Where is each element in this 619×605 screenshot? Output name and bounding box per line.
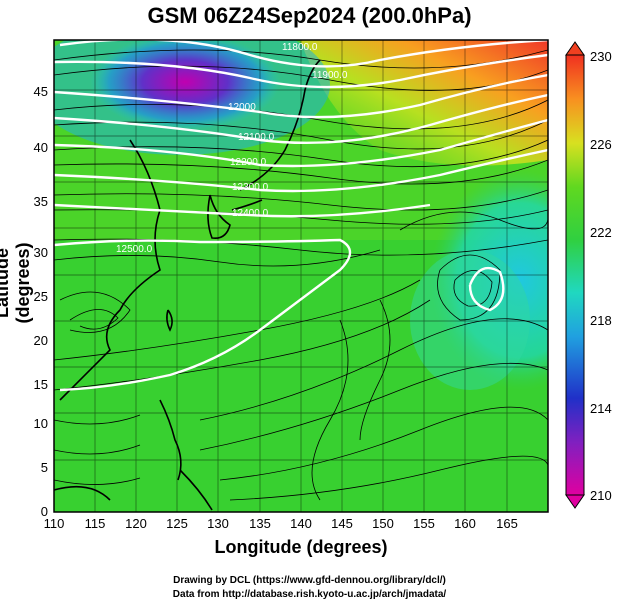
y-tick-label: 15 [34, 377, 48, 392]
plot-frame [53, 39, 549, 513]
grid-lines [54, 40, 548, 512]
x-tick-label: 145 [331, 516, 353, 531]
contour-label: 12500.0 [116, 244, 153, 255]
credit-data: Data from http://database.rish.kyoto-u.a… [172, 589, 447, 600]
x-tick-label: 130 [207, 516, 229, 531]
contour-label: 11800.0 [282, 42, 318, 53]
y-tick-label: 5 [41, 460, 48, 475]
y-tick-label: 20 [34, 333, 48, 348]
colorbar-label: 230 [590, 49, 612, 64]
contour-label: 12100.0 [238, 132, 275, 143]
colorbar-label: 222 [590, 225, 612, 240]
colorbar: 230 226 222 218 214 210 [565, 41, 612, 509]
y-tick-label: 30 [34, 245, 48, 260]
temperature-field [54, 40, 548, 512]
x-tick-label: 155 [413, 516, 435, 531]
x-axis-label: Longitude (degrees) [214, 537, 388, 557]
x-tick-label: 160 [454, 516, 476, 531]
x-tick-label: 165 [496, 516, 518, 531]
colorbar-label: 214 [590, 401, 612, 416]
y-tick-label: 35 [34, 194, 48, 209]
x-tick-label: 120 [125, 516, 147, 531]
colorbar-label: 218 [590, 313, 612, 328]
contour-label: 12200.0 [230, 157, 267, 168]
x-tick-label: 115 [85, 516, 106, 531]
height-contours [54, 40, 548, 392]
x-tick-label: 150 [372, 516, 394, 531]
y-axis-label: Latitude (degrees) [0, 242, 33, 324]
contour-labels: 11800.0 11900.0 12000 12100.0 12200.0 12… [116, 42, 348, 255]
x-tick-label: 140 [290, 516, 312, 531]
colorbar-scale [565, 54, 585, 496]
colorbar-label: 210 [590, 488, 612, 503]
colorbar-max-arrow [565, 41, 585, 56]
y-tick-label: 40 [34, 140, 48, 155]
x-tick-label: 125 [166, 516, 188, 531]
y-tick-label: 0 [41, 504, 48, 519]
credit-drawing: Drawing by DCL (https://www.gfd-dennou.o… [173, 575, 446, 586]
contour-label: 11900.0 [312, 70, 348, 81]
contour-label: 12400.0 [232, 208, 269, 219]
colorbar-label: 226 [590, 137, 612, 152]
x-axis: 110 115 120 125 130 135 140 145 150 155 … [44, 516, 518, 531]
y-tick-label: 10 [34, 416, 48, 431]
x-tick-label: 135 [249, 516, 271, 531]
contour-label: 12300.0 [232, 182, 269, 193]
y-tick-label: 25 [34, 289, 48, 304]
colorbar-min-arrow [565, 494, 585, 509]
x-tick-label: 110 [44, 516, 65, 531]
map-title: GSM 06Z24Sep2024 (200.0hPa) [147, 3, 472, 28]
contour-label: 12000 [228, 102, 256, 113]
y-tick-label: 45 [34, 84, 48, 99]
y-axis: 0 5 10 15 20 25 30 35 40 45 [34, 84, 48, 519]
